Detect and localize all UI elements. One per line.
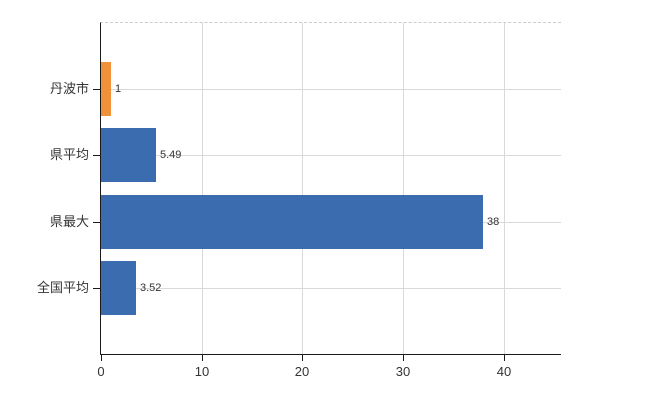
category-label: 全国平均 <box>36 280 89 295</box>
x-axis-tick <box>403 355 404 361</box>
y-gridline <box>101 155 561 156</box>
x-axis-tick-label: 10 <box>194 364 210 379</box>
bar <box>101 195 483 249</box>
y-axis-tick <box>93 155 100 156</box>
y-axis-tick <box>93 222 100 223</box>
bar-value-label: 5.49 <box>160 149 182 161</box>
category-label: 県平均 <box>49 147 89 162</box>
x-axis-tick <box>504 355 505 361</box>
x-axis-tick-label: 30 <box>395 364 411 379</box>
bar <box>101 261 136 315</box>
x-gridline <box>403 23 404 354</box>
x-axis-tick <box>202 355 203 361</box>
y-gridline <box>101 288 561 289</box>
x-gridline <box>504 23 505 354</box>
y-gridline <box>101 89 561 90</box>
plot-area: 0 10 20 30 40 丹波市 1 県平均 5.49 県最大 38 全国平均 3.52 <box>37 22 561 379</box>
x-axis-tick-label: 0 <box>97 364 105 379</box>
y-axis-tick <box>93 288 100 289</box>
bar-value-label: 3.52 <box>140 282 162 294</box>
bar <box>101 62 111 116</box>
category-label: 県最大 <box>49 214 89 229</box>
bar-value-label: 1 <box>115 83 122 95</box>
bar-value-label: 38 <box>487 216 500 228</box>
x-axis-tick-label: 40 <box>496 364 512 379</box>
x-gridline <box>202 23 203 354</box>
bar <box>101 128 156 182</box>
x-gridline <box>302 23 303 354</box>
x-axis-tick <box>302 355 303 361</box>
y-axis-tick <box>93 89 100 90</box>
x-axis-tick-label: 20 <box>294 364 310 379</box>
x-axis-tick <box>101 355 102 361</box>
category-label: 丹波市 <box>49 81 89 96</box>
